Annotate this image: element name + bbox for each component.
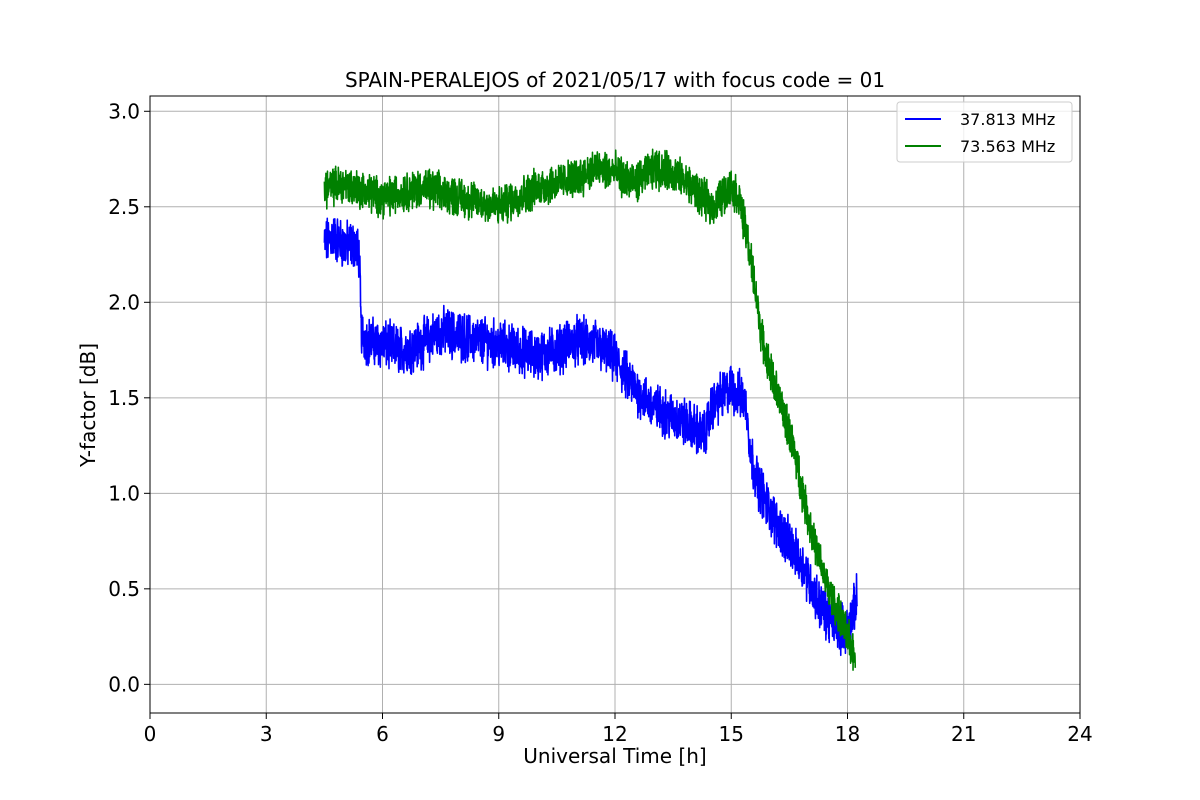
x-tick-label: 24 <box>1067 722 1092 746</box>
x-tick-label: 6 <box>376 722 389 746</box>
x-tick-label: 0 <box>144 722 157 746</box>
x-tick-label: 12 <box>602 722 627 746</box>
y-tick-label: 1.5 <box>108 386 140 410</box>
chart-title: SPAIN-PERALEJOS of 2021/05/17 with focus… <box>345 68 885 92</box>
y-axis-label: Y-factor [dB] <box>76 343 100 468</box>
x-tick-label: 9 <box>492 722 505 746</box>
x-axis-label: Universal Time [h] <box>523 744 706 768</box>
legend-label-series-1: 37.813 MHz <box>960 110 1055 129</box>
x-tick-label: 18 <box>835 722 860 746</box>
series-line-2 <box>323 148 857 671</box>
x-tick-label: 15 <box>719 722 744 746</box>
legend-label-series-2: 73.563 MHz <box>960 137 1055 156</box>
plot-area <box>323 148 858 671</box>
axis-ticks: 0 3 6 9 12 15 18 21 24 0.0 0.5 1.0 1.5 2.0 2.5 3.0 <box>108 99 1093 746</box>
y-tick-label: 2.5 <box>108 195 140 219</box>
series-line-1 <box>323 217 858 657</box>
y-tick-label: 2.0 <box>108 290 140 314</box>
x-tick-label: 3 <box>260 722 273 746</box>
legend: 37.813 MHz 73.563 MHz <box>896 101 1073 163</box>
y-tick-label: 0.5 <box>108 577 140 601</box>
x-tick-label: 21 <box>951 722 976 746</box>
y-tick-label: 3.0 <box>108 99 140 123</box>
y-tick-label: 1.0 <box>108 481 140 505</box>
y-tick-label: 0.0 <box>108 672 140 696</box>
